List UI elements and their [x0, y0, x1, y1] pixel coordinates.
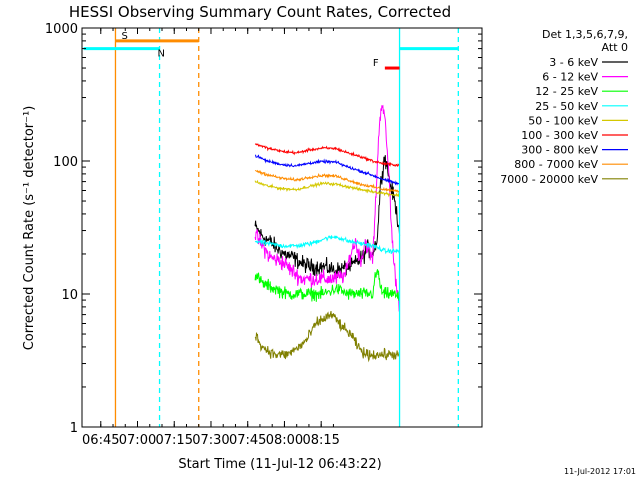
y-tick-label-3: 100 — [53, 155, 78, 170]
x-tick-label-3: 07:15 — [156, 433, 193, 448]
series-line-2 — [254, 104, 400, 312]
plot-area: S N F — [83, 28, 459, 427]
x-tick-label-7: 08:15 — [302, 433, 339, 448]
plot-frame — [81, 27, 483, 428]
legend-header-line-1: Det 1,3,5,6,7,9, — [542, 28, 628, 41]
x-axis-label: Start Time (11-Jul-12 06:43:22) — [178, 457, 381, 472]
y-tick-label-1: 1 — [70, 421, 78, 436]
flag-label-2: N — [158, 49, 165, 60]
chart-title: HESSI Observing Summary Count Rates, Cor… — [69, 3, 451, 21]
x-tick-label-1: 06:45 — [82, 433, 119, 448]
x-tick-label-4: 07:30 — [192, 433, 229, 448]
axes: 06:45 07:00 07:15 07:30 07:45 08:00 08:15 1 10 10… — [45, 22, 482, 448]
legend-entry-2: 6 - 12 keV — [542, 71, 598, 84]
legend-entry-5: 50 - 100 keV — [528, 114, 598, 127]
y-tick-label-2: 10 — [61, 288, 78, 303]
series-line-3 — [254, 269, 401, 302]
legend-entry-6: 100 - 300 keV — [521, 129, 598, 142]
series-line-8 — [254, 169, 400, 194]
x-tick-label-2: 07:00 — [119, 433, 156, 448]
flag-label-4: F — [373, 58, 379, 69]
legend-header-line-2: Att 0 — [602, 41, 628, 54]
legend-entry-8: 800 - 7000 keV — [514, 158, 598, 171]
series-line-5 — [254, 179, 401, 198]
legend: Det 1,3,5,6,7,9, Att 0 3 - 6 keV 6 - 12 k… — [500, 28, 628, 186]
legend-entry-1: 3 - 6 keV — [549, 56, 598, 69]
series-line-9 — [254, 311, 400, 363]
legend-entry-4: 25 - 50 keV — [535, 100, 598, 113]
footer-timestamp: 11-Jul-2012 17:01 — [564, 467, 636, 476]
series-line-4 — [254, 234, 400, 255]
y-axis-label: Corrected Count Rate (s⁻¹ detector⁻¹) — [22, 106, 37, 351]
legend-entry-7: 300 - 800 keV — [521, 144, 598, 157]
legend-entry-3: 12 - 25 keV — [535, 85, 598, 98]
x-tick-label-6: 08:00 — [266, 433, 303, 448]
legend-entry-9: 7000 - 20000 keV — [500, 173, 598, 186]
flag-label-1: S — [121, 31, 127, 42]
x-tick-label-5: 07:45 — [229, 433, 266, 448]
series-line-7 — [255, 154, 400, 186]
y-tick-label-4: 1000 — [45, 22, 78, 37]
series-line-6 — [254, 143, 401, 167]
